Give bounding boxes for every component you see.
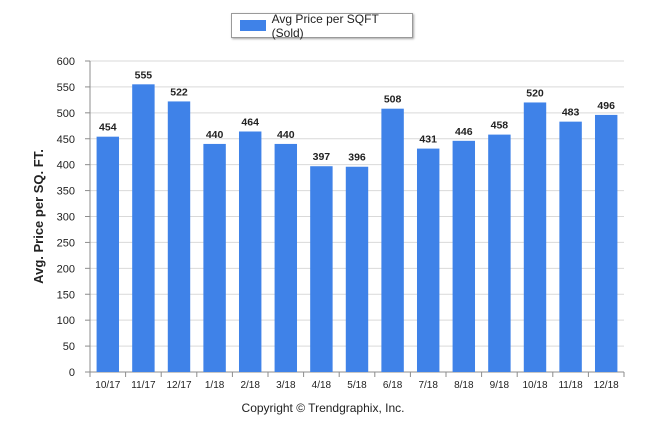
data-label: 483 (562, 107, 580, 119)
x-tick-label: 9/18 (490, 380, 510, 391)
data-label: 454 (99, 122, 117, 134)
x-tick-label: 5/18 (347, 380, 367, 391)
y-tick-label: 400 (57, 160, 75, 172)
data-label: 397 (313, 151, 331, 163)
bar (594, 114, 618, 372)
y-tick-label: 50 (63, 341, 75, 353)
data-label: 431 (419, 134, 437, 146)
chart-legend: Avg Price per SQFT (Sold) (231, 11, 413, 40)
y-tick-label: 350 (57, 186, 75, 198)
bar (96, 136, 120, 372)
y-tick-label: 150 (57, 289, 75, 301)
x-tick-label: 11/18 (558, 380, 583, 391)
y-tick-label: 100 (57, 315, 75, 327)
bar (310, 166, 333, 372)
legend-label: Avg Price per SQFT (Sold) (271, 11, 379, 40)
bar (274, 143, 298, 372)
bar (167, 101, 191, 373)
data-label: 464 (241, 116, 259, 128)
bar (381, 108, 404, 372)
data-label: 555 (135, 69, 153, 81)
bar (345, 166, 369, 372)
data-label: 396 (348, 152, 366, 164)
data-label: 520 (526, 87, 544, 99)
x-tick-label: 10/18 (522, 380, 547, 391)
x-tick-label: 12/17 (166, 380, 191, 391)
data-label: 508 (384, 94, 402, 106)
y-tick-label: 550 (57, 82, 75, 94)
bar (452, 140, 476, 372)
bar (132, 84, 155, 372)
y-tick-label: 0 (69, 367, 75, 379)
x-tick-label: 7/18 (418, 380, 438, 391)
y-tick-label: 250 (57, 237, 75, 249)
x-tick-label: 4/18 (312, 380, 332, 391)
bar (203, 143, 226, 372)
data-label: 458 (491, 120, 509, 132)
copyright-footer: Copyright © Trendgraphix, Inc. (241, 401, 405, 415)
data-label: 446 (455, 126, 473, 138)
x-tick-label: 3/18 (276, 380, 296, 391)
data-label: 440 (277, 129, 295, 141)
y-tick-label: 450 (57, 134, 75, 146)
y-tick-label: 300 (57, 212, 75, 224)
legend-swatch (240, 20, 266, 31)
x-tick-label: 12/18 (594, 380, 619, 391)
y-tick-label: 500 (57, 108, 75, 120)
bar (523, 102, 547, 372)
x-tick-label: 6/18 (383, 380, 403, 391)
x-tick-label: 10/17 (95, 380, 120, 391)
x-tick-label: 8/18 (454, 380, 474, 391)
x-tick-label: 1/18 (205, 380, 225, 391)
bar (238, 131, 262, 372)
data-label: 522 (170, 86, 188, 98)
y-tick-label: 200 (57, 263, 75, 275)
bar (416, 148, 440, 372)
x-tick-label: 2/18 (240, 380, 260, 391)
bar (559, 121, 582, 373)
data-label: 496 (597, 100, 615, 112)
y-tick-label: 600 (57, 56, 75, 68)
y-axis-title: Avg. Price per SQ. FT. (31, 149, 46, 284)
x-tick-label: 11/17 (131, 380, 156, 391)
bar (488, 134, 511, 372)
data-label: 440 (206, 129, 224, 141)
